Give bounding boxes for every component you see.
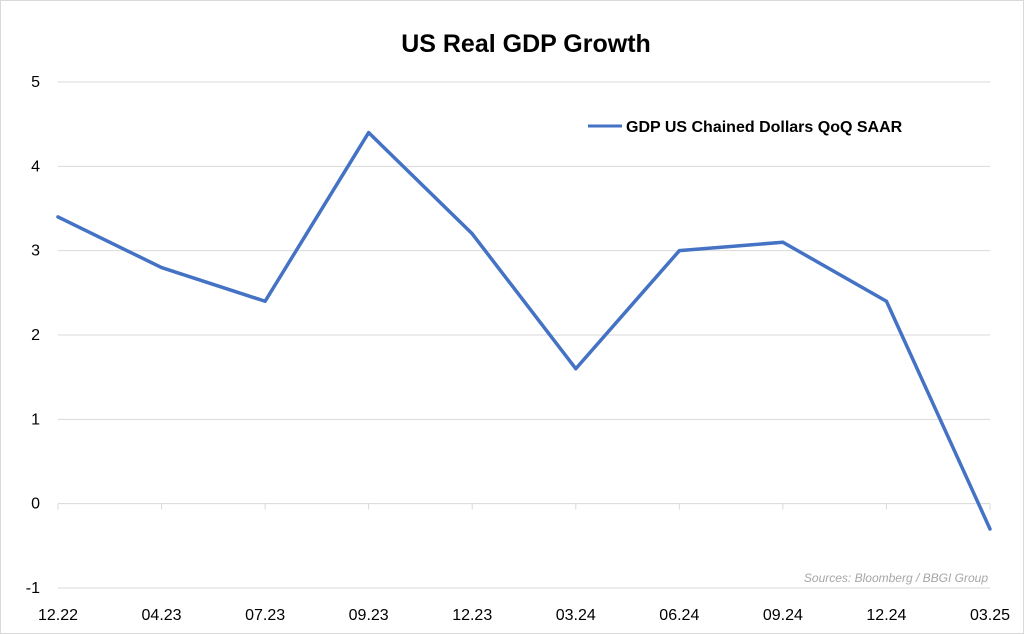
x-tick-label: 03.25 [970, 607, 1010, 624]
source-note: Sources: Bloomberg / BBGI Group [804, 571, 988, 585]
x-tick-label: 12.24 [866, 607, 906, 624]
y-axis-ticks: 5 4 3 2 1 0 -1 [26, 74, 40, 597]
data-point [56, 215, 60, 219]
data-point [574, 367, 578, 371]
data-point [677, 249, 681, 253]
y-tick-label: 2 [31, 327, 40, 344]
y-tick-label: 1 [31, 411, 40, 428]
series-layer [56, 130, 992, 531]
x-axis [57, 503, 991, 510]
x-tick-label: 12.22 [38, 607, 78, 624]
y-tick-label: -1 [26, 580, 40, 597]
x-tick-label: 09.23 [349, 607, 389, 624]
x-tick-label: 06.24 [659, 607, 699, 624]
y-tick-label: 0 [31, 496, 40, 513]
x-tick-label: 03.24 [556, 607, 596, 624]
data-point [781, 240, 785, 244]
x-tick-label: 09.24 [763, 607, 803, 624]
x-tick-label: 04.23 [142, 607, 182, 624]
y-tick-label: 3 [31, 243, 40, 260]
data-point [988, 527, 992, 531]
data-point [367, 131, 371, 135]
data-point [470, 232, 474, 236]
gridlines [58, 81, 990, 589]
data-point [263, 299, 267, 303]
x-tick-label: 07.23 [245, 607, 285, 624]
legend: GDP US Chained Dollars QoQ SAAR [588, 119, 903, 136]
data-point [159, 265, 164, 270]
chart-title: US Real GDP Growth [401, 30, 651, 58]
series-line [56, 130, 992, 531]
y-tick-label: 4 [31, 158, 40, 175]
data-point [884, 299, 889, 303]
y-tick-label: 5 [31, 74, 40, 91]
x-axis-ticks: 12.22 04.23 07.23 09.23 12.23 03.24 06.24 09.24… [38, 607, 1010, 624]
x-tick-label: 12.23 [452, 607, 492, 624]
legend-label: GDP US Chained Dollars QoQ SAAR [626, 119, 903, 136]
